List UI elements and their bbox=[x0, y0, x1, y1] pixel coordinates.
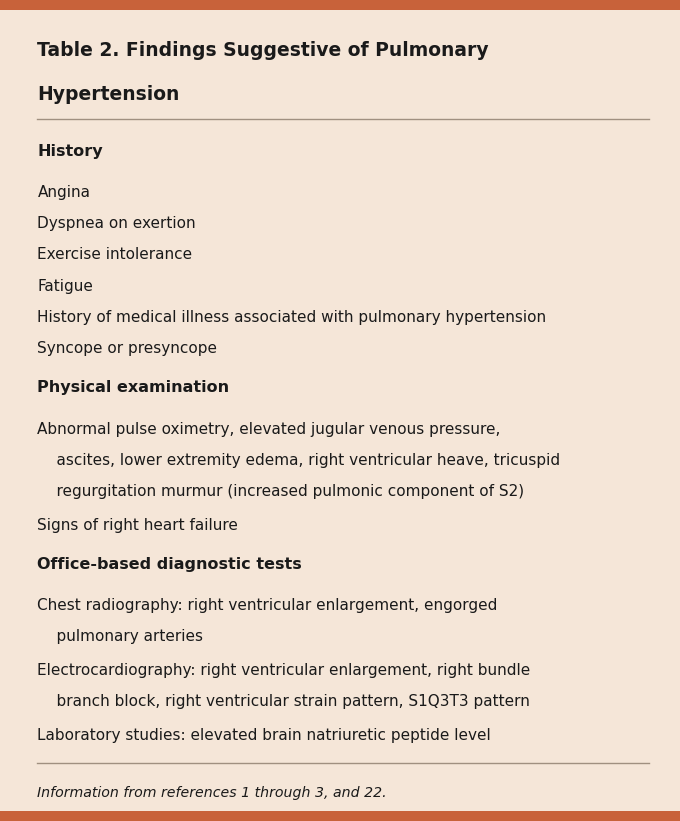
Text: Chest radiography: right ventricular enlargement, engorged: Chest radiography: right ventricular enl… bbox=[37, 598, 498, 613]
Text: regurgitation murmur (increased pulmonic component of S2): regurgitation murmur (increased pulmonic… bbox=[37, 484, 524, 499]
Text: ascites, lower extremity edema, right ventricular heave, tricuspid: ascites, lower extremity edema, right ve… bbox=[37, 452, 560, 468]
Text: Syncope or presyncope: Syncope or presyncope bbox=[37, 341, 218, 356]
Text: branch block, right ventricular strain pattern, S1Q3T3 pattern: branch block, right ventricular strain p… bbox=[37, 694, 530, 709]
Text: Dyspnea on exertion: Dyspnea on exertion bbox=[37, 216, 196, 232]
Text: Hypertension: Hypertension bbox=[37, 85, 180, 103]
Text: Exercise intolerance: Exercise intolerance bbox=[37, 247, 192, 263]
Text: Table 2. Findings Suggestive of Pulmonary: Table 2. Findings Suggestive of Pulmonar… bbox=[37, 41, 489, 60]
Text: Laboratory studies: elevated brain natriuretic peptide level: Laboratory studies: elevated brain natri… bbox=[37, 727, 491, 743]
Text: Signs of right heart failure: Signs of right heart failure bbox=[37, 517, 238, 533]
Text: History: History bbox=[37, 144, 103, 159]
Text: Information from references 1 through 3, and 22.: Information from references 1 through 3,… bbox=[37, 786, 387, 800]
Text: Abnormal pulse oximetry, elevated jugular venous pressure,: Abnormal pulse oximetry, elevated jugula… bbox=[37, 421, 500, 437]
Text: Fatigue: Fatigue bbox=[37, 278, 93, 294]
Text: Physical examination: Physical examination bbox=[37, 380, 230, 396]
Text: Electrocardiography: right ventricular enlargement, right bundle: Electrocardiography: right ventricular e… bbox=[37, 663, 530, 678]
Text: History of medical illness associated with pulmonary hypertension: History of medical illness associated wi… bbox=[37, 310, 547, 325]
Text: Angina: Angina bbox=[37, 185, 90, 200]
Text: pulmonary arteries: pulmonary arteries bbox=[37, 629, 203, 644]
Text: Office-based diagnostic tests: Office-based diagnostic tests bbox=[37, 557, 302, 572]
